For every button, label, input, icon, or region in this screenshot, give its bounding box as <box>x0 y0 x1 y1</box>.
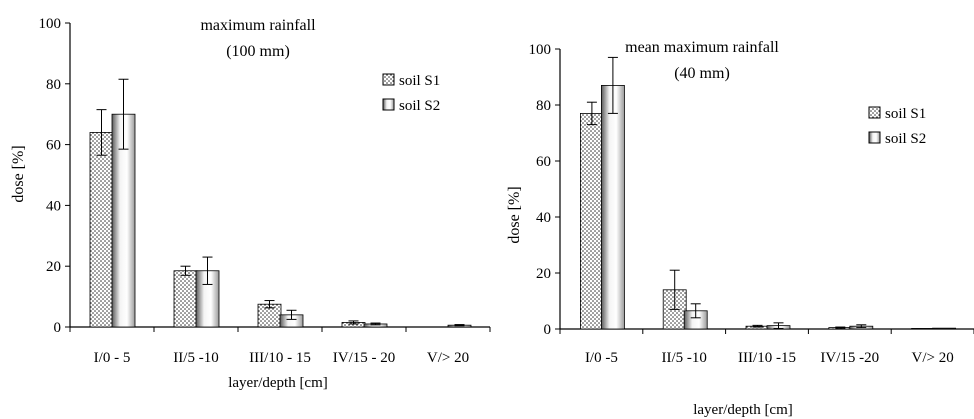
chart-right-category-label: II/5 -10 <box>661 350 706 366</box>
chart-left-category-label: III/10 - 15 <box>249 350 311 366</box>
chart-right-y-tick-label: 80 <box>536 98 551 114</box>
chart-left-y-tick-label: 20 <box>46 259 61 275</box>
chart-right-bar-s1 <box>580 113 604 330</box>
chart-left-category-label: II/5 -10 <box>173 350 218 366</box>
chart-right-category-label: V/> 20 <box>911 350 953 366</box>
chart-left-legend-swatch <box>382 98 395 111</box>
chart-left-category-label: I/0 - 5 <box>94 350 131 366</box>
chart-left-y-tick-label: 60 <box>46 138 61 154</box>
chart-right-legend-label: soil S1 <box>885 106 926 122</box>
chart-right-title: mean maximum rainfall <box>625 39 779 56</box>
chart-left-xlabel: layer/depth [cm] <box>228 375 328 391</box>
chart-right-subtitle: (40 mm) <box>674 65 730 82</box>
chart-right-y-tick-label: 20 <box>536 266 551 282</box>
chart-left-category-label: V/> 20 <box>427 350 469 366</box>
chart-left-y-tick-label: 40 <box>46 198 61 214</box>
chart-left-subtitle: (100 mm) <box>226 43 290 60</box>
chart-left-legend-label: soil S1 <box>399 73 440 89</box>
chart-left-bar-s1 <box>89 132 114 328</box>
chart-right-xlabel: layer/depth [cm] <box>693 402 793 418</box>
chart-right-category-label: IV/15 -20 <box>820 350 879 366</box>
chart-right-y-tick-label: 60 <box>536 154 551 170</box>
chart-right-legend-label: soil S2 <box>885 131 926 147</box>
chart-right-y-tick-label: 40 <box>536 210 551 226</box>
chart-left-bar-s1 <box>173 270 198 328</box>
chart-right-marks: 0 20 40 60 80 100 I/0 -5 II/5 -10 III/10 -15 IV/1… <box>529 42 974 366</box>
chart-right-ylabel: dose [%] <box>506 186 523 243</box>
chart-right-y-tick-label: 100 <box>529 42 552 58</box>
chart-right-bar-s2 <box>601 85 625 330</box>
chart-right: mean maximum rainfall (40 mm) dose [%] l… <box>506 39 974 418</box>
chart-left: maximum rainfall (100 mm) dose [%] layer… <box>10 16 491 391</box>
chart-left-y-tick-label: 100 <box>39 16 62 32</box>
chart-right-category-label: III/10 -15 <box>738 350 796 366</box>
chart-right-legend-swatch <box>868 106 881 119</box>
chart-left-title: maximum rainfall <box>200 17 316 34</box>
chart-left-category-label: IV/15 - 20 <box>333 350 396 366</box>
chart-right-bar-s1 <box>911 328 935 330</box>
chart-right-bar-s2 <box>932 327 956 330</box>
chart-right-y-tick-label: 0 <box>544 322 552 338</box>
chart-left-y-tick-label: 0 <box>54 320 62 336</box>
chart-right-legend-swatch <box>868 131 881 144</box>
chart-left-legend-swatch <box>382 73 395 86</box>
chart-left-y-tick-label: 80 <box>46 77 61 93</box>
chart-left-marks: 0 20 40 60 80 100 I/0 - 5 II/5 -10 III/10 - 15 IV… <box>39 16 491 366</box>
chart-left-ylabel: dose [%] <box>10 145 27 202</box>
chart-right-category-label: I/0 -5 <box>585 350 618 366</box>
chart-left-legend-label: soil S2 <box>399 98 440 114</box>
